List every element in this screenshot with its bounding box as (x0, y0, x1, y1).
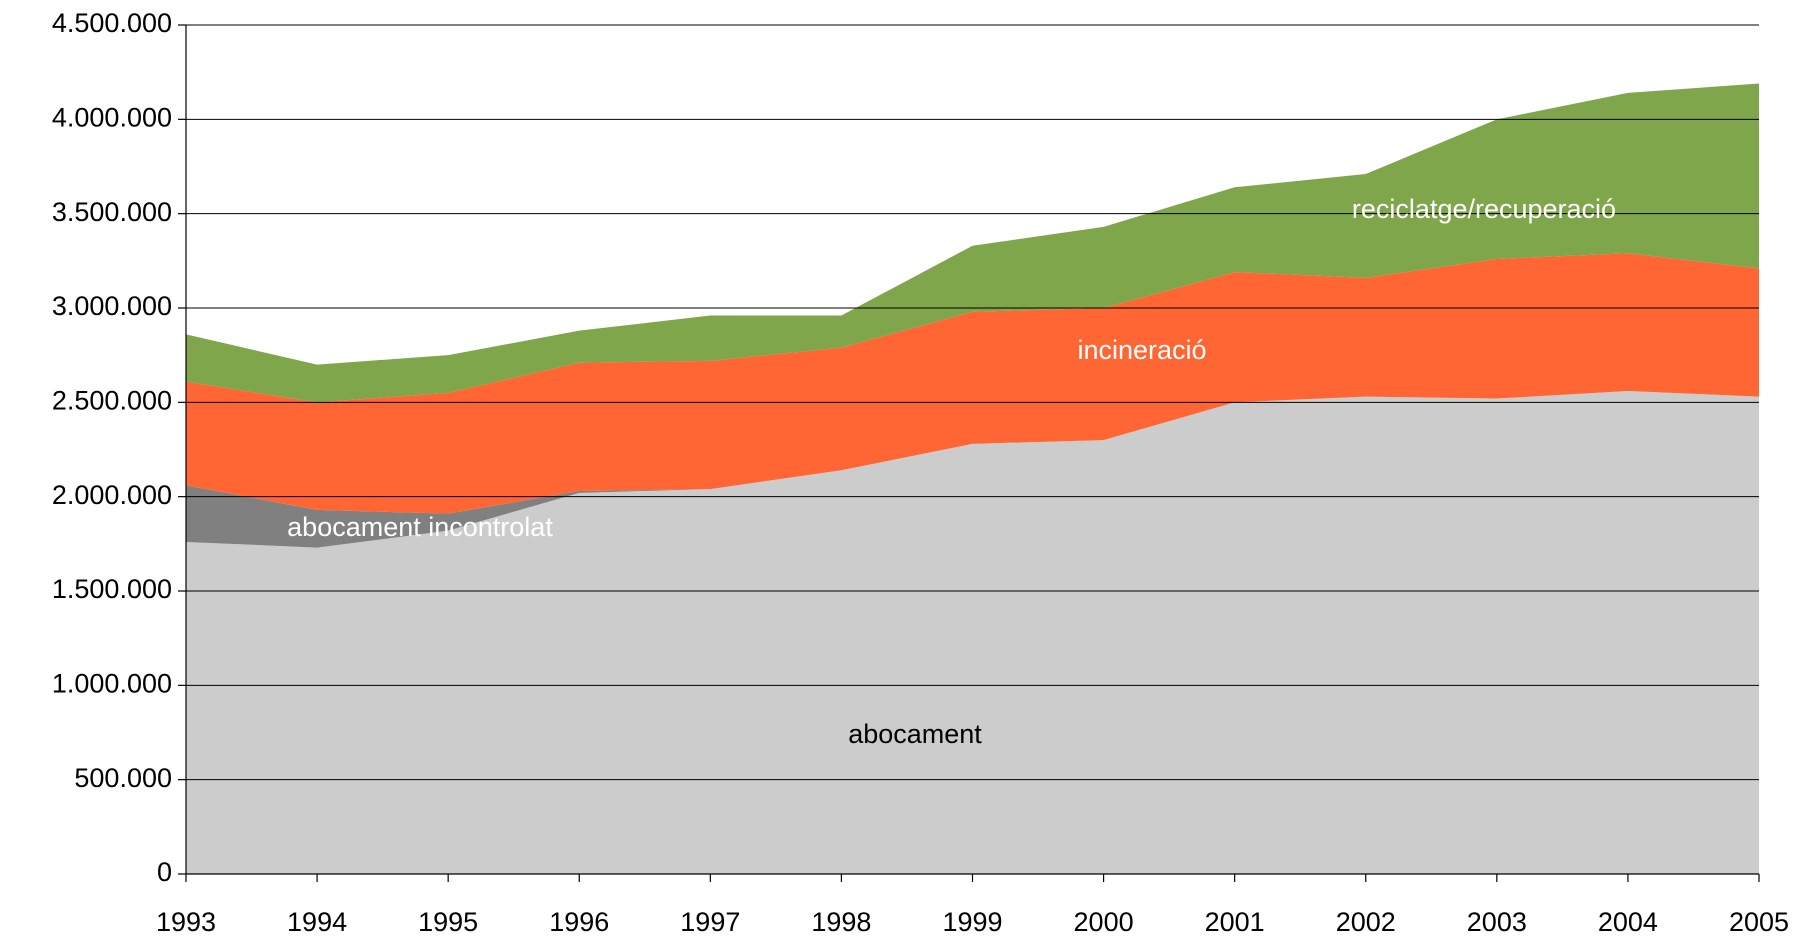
y-tick-label: 3.500.000 (52, 197, 172, 227)
x-tick-label: 1993 (156, 907, 216, 937)
area (186, 391, 1759, 548)
x-tick-label: 1999 (942, 907, 1002, 937)
y-tick-label: 500.000 (74, 763, 172, 793)
area (186, 253, 1759, 514)
x-tick-label: 1995 (418, 907, 478, 937)
series-label: incineració (1077, 335, 1206, 365)
x-tick-label: 2003 (1467, 907, 1527, 937)
x-tick-label: 2002 (1336, 907, 1396, 937)
series-label: abocament incontrolat (287, 512, 553, 542)
x-tick-label: 1994 (287, 907, 347, 937)
series-label: abocament (848, 719, 982, 749)
y-tick-label: 1.500.000 (52, 574, 172, 604)
area (186, 391, 1759, 874)
y-tick-label: 0 (157, 857, 172, 887)
y-tick-label: 2.000.000 (52, 480, 172, 510)
x-tick-label: 2004 (1598, 907, 1658, 937)
x-tick-label: 1996 (549, 907, 609, 937)
y-tick-label: 1.000.000 (52, 668, 172, 698)
y-tick-label: 2.500.000 (52, 385, 172, 415)
y-tick-label: 3.000.000 (52, 291, 172, 321)
area (186, 83, 1759, 403)
series-label: reciclatge/recuperació (1352, 194, 1616, 224)
y-tick-label: 4.500.000 (52, 8, 172, 38)
x-tick-label: 2005 (1729, 907, 1789, 937)
x-tick-label: 1998 (811, 907, 871, 937)
x-tick-label: 1997 (680, 907, 740, 937)
y-tick-label: 4.000.000 (52, 102, 172, 132)
x-tick-label: 2000 (1074, 907, 1134, 937)
x-tick-label: 2001 (1205, 907, 1265, 937)
